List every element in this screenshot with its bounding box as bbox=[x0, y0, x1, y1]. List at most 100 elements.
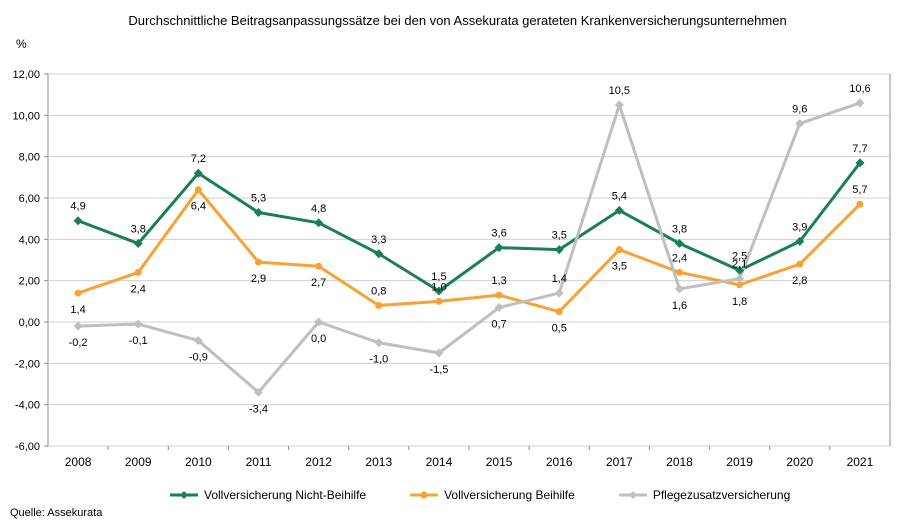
data-point bbox=[134, 268, 142, 276]
data-label: 2,4 bbox=[131, 283, 146, 295]
x-tick-label: 2011 bbox=[246, 455, 272, 469]
legend-label-pflegezusatz: Pflegezusatzversicherung bbox=[652, 488, 791, 502]
data-point bbox=[73, 321, 83, 331]
data-label: 5,7 bbox=[852, 184, 867, 196]
data-point bbox=[855, 98, 865, 108]
x-tick-label: 2020 bbox=[786, 455, 813, 469]
y-tick-label: -6,00 bbox=[15, 441, 40, 453]
data-label: 3,5 bbox=[612, 261, 627, 273]
y-tick-label: 10,00 bbox=[12, 110, 40, 122]
x-tick-label: 2008 bbox=[65, 455, 92, 469]
data-label: 3,8 bbox=[672, 223, 687, 235]
y-tick-label: -2,00 bbox=[15, 358, 40, 370]
y-tick-label: 0,00 bbox=[19, 317, 40, 329]
data-label: 7,2 bbox=[191, 153, 206, 165]
data-label: 5,4 bbox=[612, 190, 627, 202]
data-point bbox=[434, 348, 444, 358]
x-tick-label: 2021 bbox=[847, 455, 874, 469]
data-point bbox=[615, 246, 623, 254]
chart-title: Durchschnittliche Beitragsanpassungssätz… bbox=[128, 13, 787, 28]
data-point bbox=[73, 216, 83, 226]
data-label: 3,5 bbox=[552, 230, 567, 242]
data-label: 5,3 bbox=[251, 192, 266, 204]
data-label: 1,5 bbox=[431, 271, 446, 283]
data-point bbox=[554, 288, 564, 298]
data-point bbox=[254, 207, 263, 217]
data-label: 3,9 bbox=[792, 221, 807, 233]
y-tick-label: 4,00 bbox=[19, 234, 40, 246]
legend-swatch-beihilfe bbox=[410, 491, 439, 499]
data-point bbox=[676, 268, 683, 276]
data-point bbox=[736, 281, 744, 289]
data-point bbox=[554, 245, 564, 255]
x-tick-label: 2016 bbox=[546, 455, 573, 469]
data-label: 10,6 bbox=[849, 83, 870, 95]
legend-swatch-pflegezusatz bbox=[618, 491, 647, 499]
data-point bbox=[254, 387, 263, 397]
data-label: 4,9 bbox=[70, 201, 85, 213]
data-label: 3,6 bbox=[491, 228, 506, 240]
data-point bbox=[193, 168, 203, 178]
data-point bbox=[435, 297, 443, 305]
legend-item-nicht-beihilfe: Vollversicherung Nicht-Beihilfe bbox=[170, 488, 366, 502]
data-point bbox=[314, 218, 324, 228]
data-point bbox=[675, 284, 684, 294]
x-tick-label: 2010 bbox=[185, 455, 212, 469]
data-point bbox=[614, 100, 624, 110]
data-point bbox=[193, 336, 203, 346]
data-label: 1,6 bbox=[672, 300, 687, 312]
data-label: 4,8 bbox=[311, 203, 326, 215]
data-point bbox=[194, 186, 202, 194]
legend-swatch-nicht-beihilfe bbox=[170, 491, 198, 499]
data-label: 1,0 bbox=[431, 281, 446, 293]
source-note: Quelle: Assekurata bbox=[10, 507, 103, 519]
x-tick-label: 2015 bbox=[486, 455, 513, 469]
y-tick-label: 8,00 bbox=[19, 152, 40, 164]
data-point bbox=[494, 243, 504, 253]
data-label: -1,5 bbox=[429, 364, 448, 376]
data-label: 9,6 bbox=[792, 104, 807, 116]
data-label: 2,7 bbox=[311, 277, 326, 289]
data-point bbox=[255, 258, 262, 266]
data-point bbox=[795, 119, 805, 129]
series-line-1 bbox=[77, 188, 861, 314]
data-label: 2,4 bbox=[672, 252, 687, 264]
x-tick-label: 2009 bbox=[125, 455, 152, 469]
data-label: 10,5 bbox=[609, 85, 630, 97]
x-tick-label: 2014 bbox=[426, 455, 453, 469]
data-point bbox=[795, 236, 805, 246]
data-label: 0,5 bbox=[552, 323, 567, 335]
x-tick-label: 2013 bbox=[365, 455, 392, 469]
data-label: 0,7 bbox=[491, 319, 506, 331]
data-point bbox=[675, 238, 684, 248]
data-point bbox=[315, 262, 323, 270]
data-label: -1,0 bbox=[369, 354, 388, 366]
x-tick-label: 2017 bbox=[606, 455, 633, 469]
legend-label-nicht-beihilfe: Vollversicherung Nicht-Beihilfe bbox=[204, 488, 367, 502]
data-point bbox=[374, 338, 384, 348]
data-point bbox=[434, 286, 444, 296]
data-label: 1,3 bbox=[491, 275, 506, 287]
data-label: 2,9 bbox=[251, 273, 266, 285]
y-tick-label: 6,00 bbox=[19, 193, 40, 205]
data-label: 2,1 bbox=[732, 259, 747, 271]
data-label: 0,0 bbox=[311, 333, 326, 345]
data-point bbox=[314, 317, 324, 327]
data-point bbox=[796, 260, 804, 268]
data-label: 1,4 bbox=[70, 304, 85, 316]
data-point bbox=[374, 249, 384, 259]
data-label: 3,8 bbox=[131, 223, 146, 235]
data-label: 1,8 bbox=[732, 296, 747, 308]
data-label: 7,7 bbox=[852, 143, 867, 155]
data-point bbox=[133, 319, 143, 329]
data-label: 1,4 bbox=[552, 273, 567, 285]
data-label: -0,2 bbox=[69, 337, 88, 349]
data-label: -0,9 bbox=[189, 352, 208, 364]
series-line-0 bbox=[77, 161, 862, 293]
legend-label-beihilfe: Vollversicherung Beihilfe bbox=[444, 488, 575, 502]
data-label: -0,1 bbox=[129, 335, 148, 347]
data-point bbox=[133, 238, 143, 248]
data-label: 2,5 bbox=[732, 250, 747, 262]
data-label: 6,4 bbox=[191, 201, 206, 213]
